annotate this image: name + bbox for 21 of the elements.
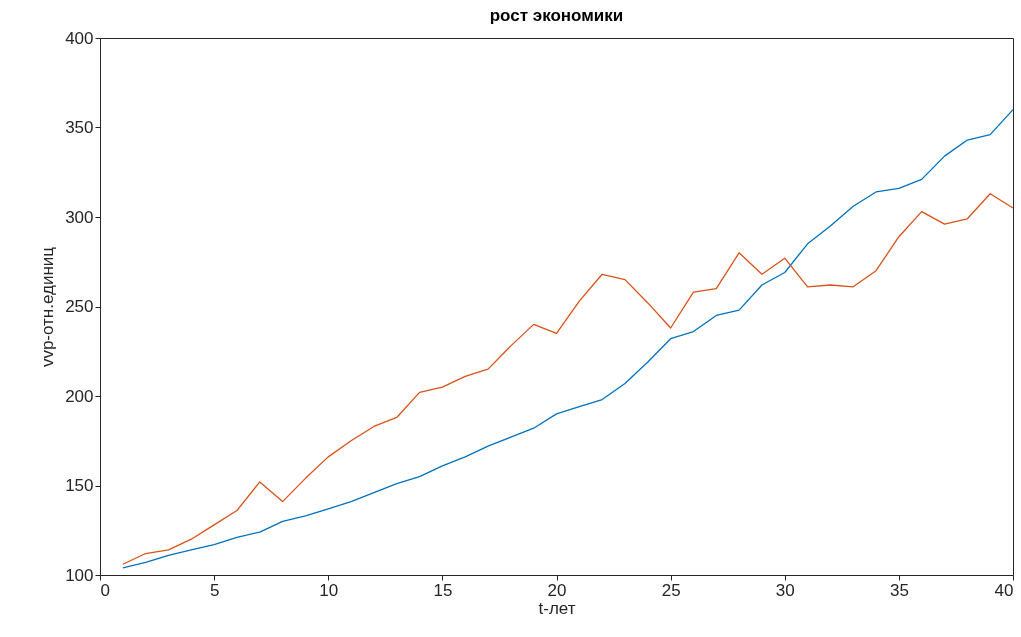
y-tick-label: 400 bbox=[65, 28, 94, 48]
x-tick-label: 25 bbox=[661, 580, 681, 600]
x-axis-title: t-лет bbox=[538, 598, 576, 618]
x-tick-label: 30 bbox=[775, 580, 795, 600]
x-tick-label: 40 bbox=[994, 580, 1014, 600]
line-series bbox=[122, 108, 1014, 569]
x-tick-label: 15 bbox=[433, 580, 453, 600]
x-tick-label: 10 bbox=[319, 580, 339, 600]
x-tick-label: 20 bbox=[547, 580, 567, 600]
y-tick-label: 200 bbox=[65, 386, 94, 406]
x-tick-label: 0 bbox=[100, 580, 110, 600]
y-tick-label: 150 bbox=[65, 476, 94, 495]
y-tick-label: 300 bbox=[65, 207, 94, 227]
y-tick-label: 350 bbox=[65, 118, 94, 137]
line-series bbox=[122, 193, 1014, 565]
chart-title: рост экономики bbox=[489, 6, 624, 25]
y-tick-label: 250 bbox=[65, 297, 94, 316]
x-tick-label: 35 bbox=[889, 580, 909, 600]
y-tick-label: 100 bbox=[65, 565, 94, 585]
x-tick-label: 5 bbox=[209, 580, 220, 600]
y-axis-title: vvp-отн.единиц bbox=[38, 246, 58, 368]
